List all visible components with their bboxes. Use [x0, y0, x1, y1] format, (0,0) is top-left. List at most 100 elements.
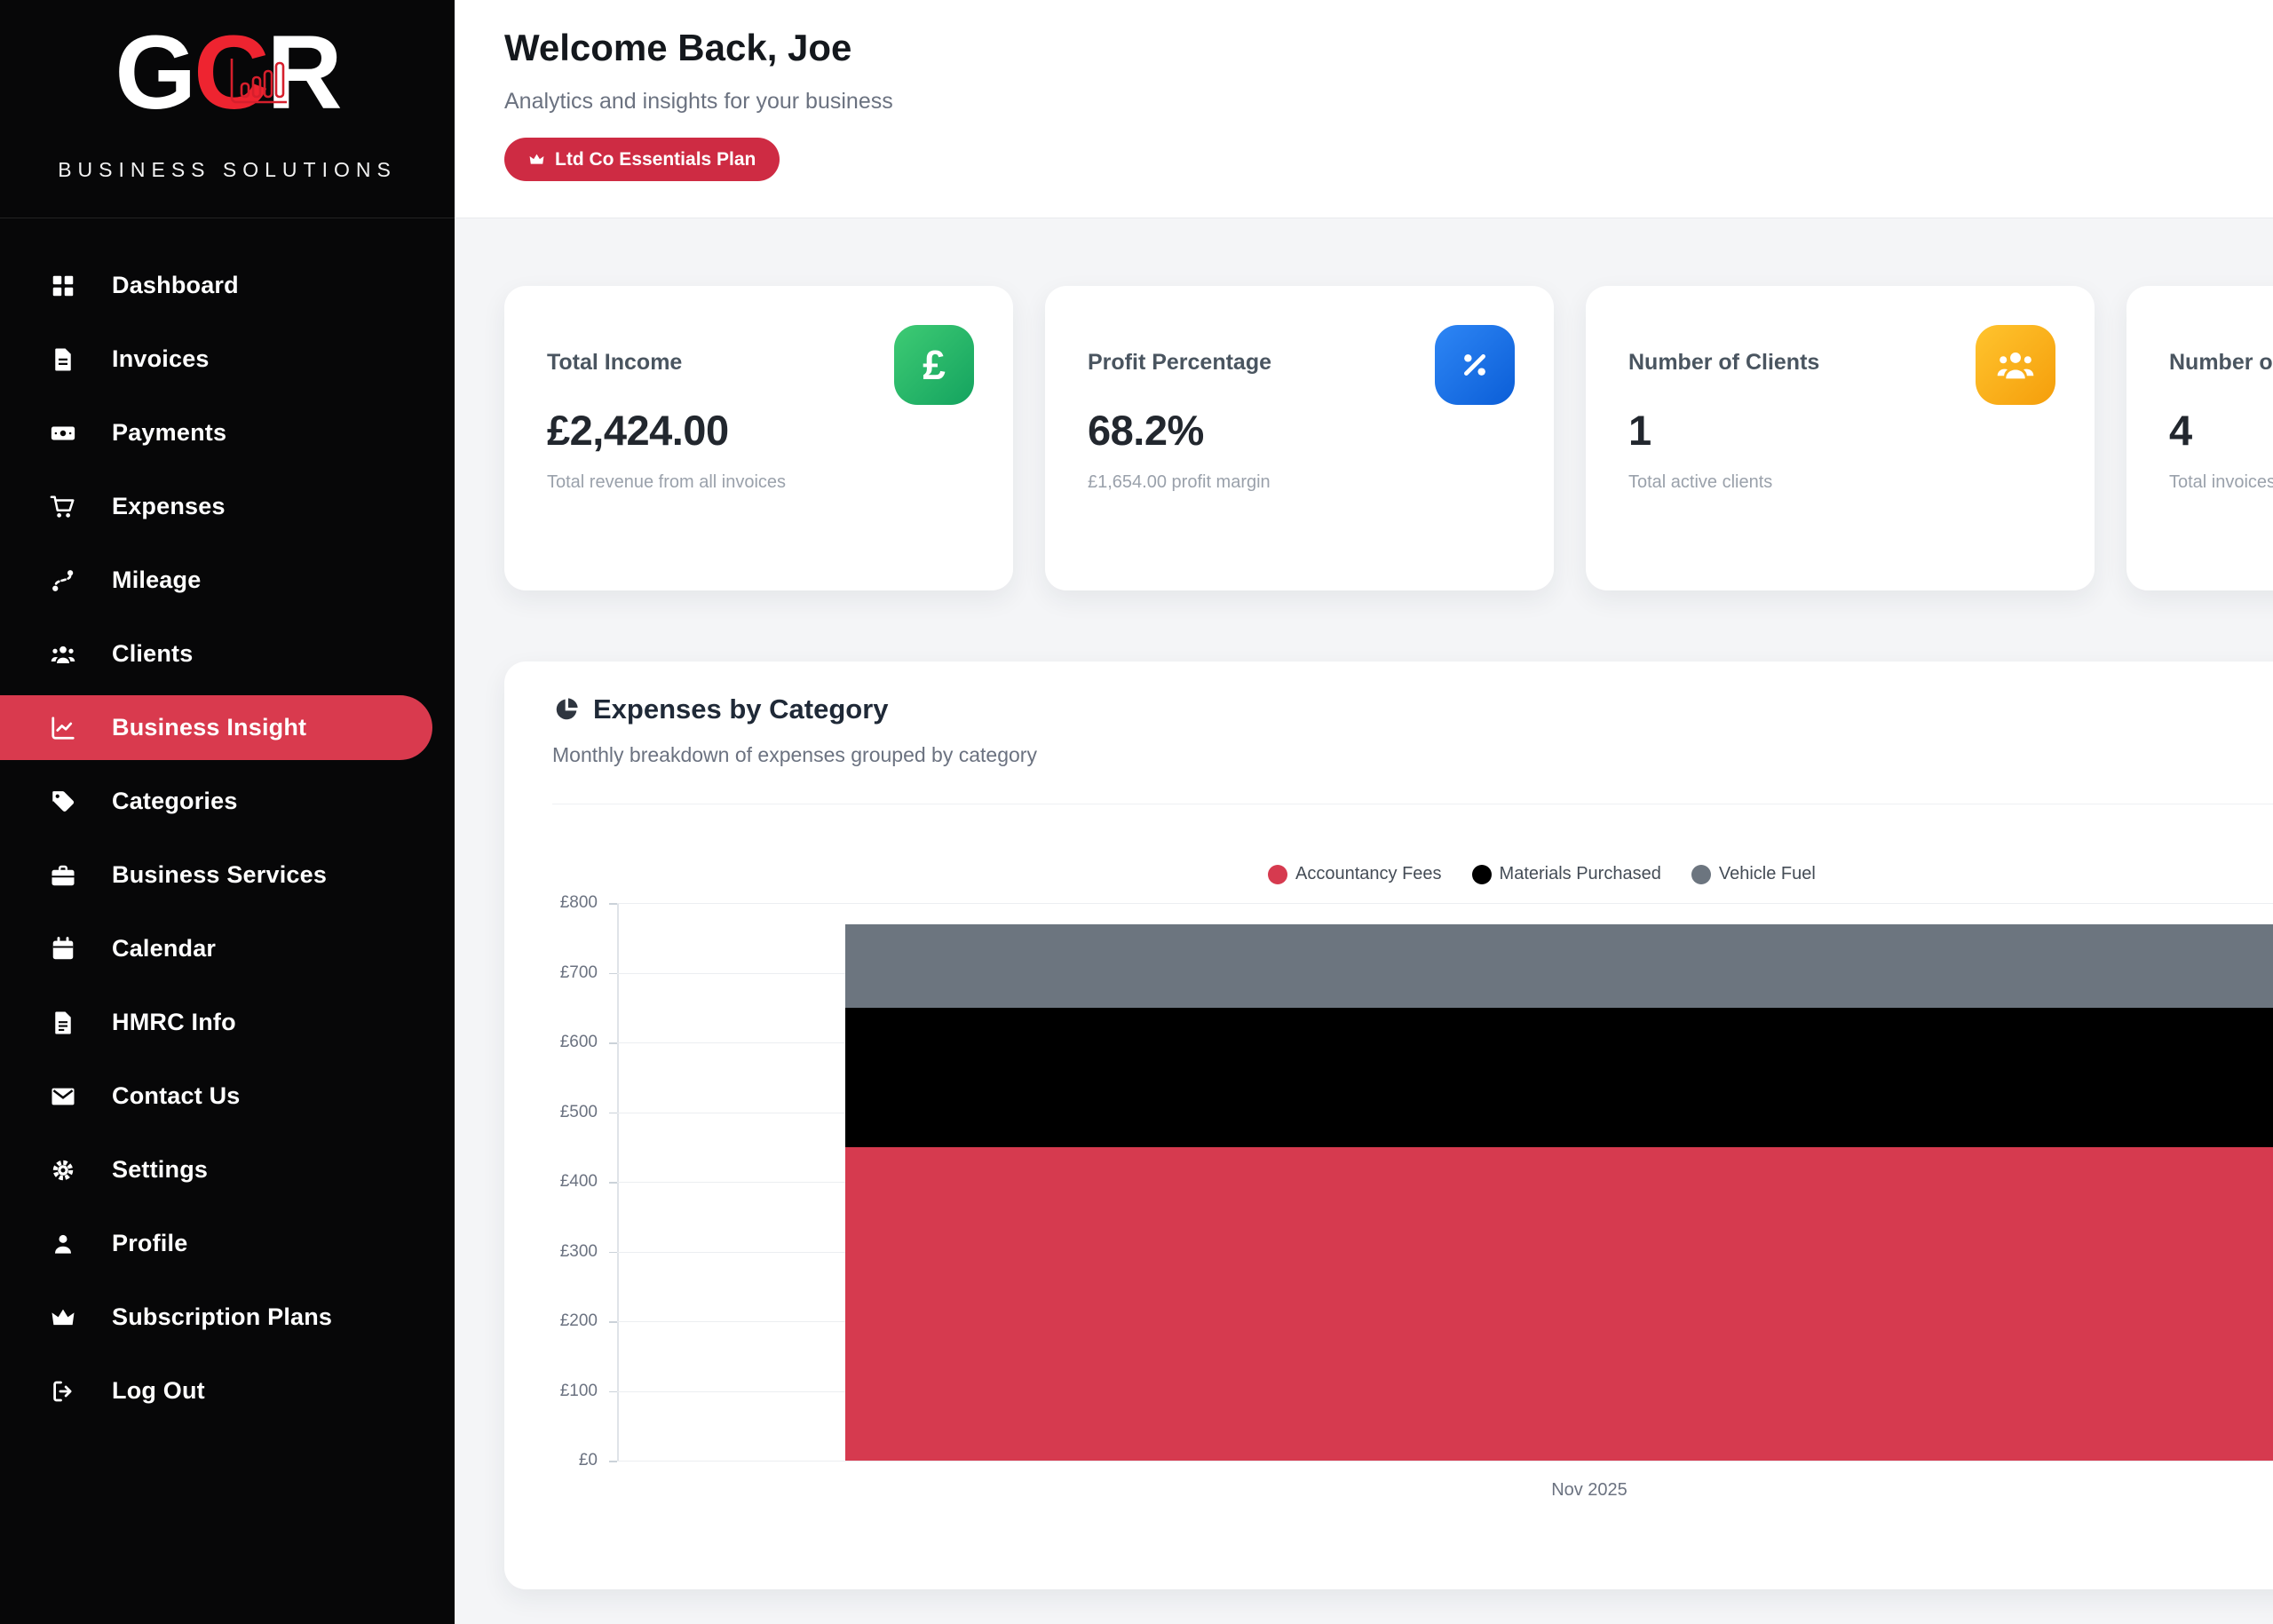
legend-item-accountancy-fees[interactable]: Accountancy Fees	[1268, 864, 1442, 884]
sidebar-item-label: Clients	[112, 640, 194, 667]
stacked-bar-nov-2025	[845, 903, 2273, 1461]
y-tick	[609, 972, 617, 974]
mail-icon	[51, 1088, 75, 1105]
sidebar-item-hmrc-info[interactable]: HMRC Info	[0, 986, 455, 1059]
page-title: Welcome Back, Joe	[504, 27, 852, 68]
people-icon	[51, 646, 75, 663]
chart-line-icon	[50, 715, 76, 741]
active-pill	[0, 695, 432, 760]
sidebar-item-label: Payments	[112, 419, 227, 446]
stat-value: £2,424.00	[547, 407, 729, 454]
stat-card-profit-percentage: Profit Percentage 68.2% £1,654.00 profit m…	[1045, 286, 1554, 590]
legend-label: Materials Purchased	[1499, 864, 1661, 883]
sidebar-item-settings[interactable]: Settings	[0, 1133, 455, 1207]
chart-line-icon	[51, 716, 75, 740]
legend-item-materials-purchased[interactable]: Materials Purchased	[1471, 864, 1661, 884]
gridline	[617, 903, 2273, 904]
stat-card-number-of-invoices: Number of Invoices 4 Total invoices	[2126, 286, 2273, 590]
y-tick	[609, 1182, 617, 1184]
y-tick-label: £300	[559, 1241, 598, 1261]
y-tick-label: £400	[559, 1172, 598, 1191]
calendar-icon	[50, 936, 76, 963]
mail-icon	[50, 1083, 76, 1110]
invoice-icon	[50, 346, 76, 373]
banknote-icon	[50, 420, 76, 447]
y-tick-label: £0	[578, 1451, 598, 1470]
plan-badge[interactable]: Ltd Co Essentials Plan	[504, 138, 780, 181]
y-tick-label: £500	[559, 1102, 598, 1121]
legend-item-vehicle-fuel[interactable]: Vehicle Fuel	[1691, 864, 1816, 884]
tag-icon	[52, 790, 75, 812]
y-tick-label: £200	[559, 1311, 598, 1330]
page-subtitle: Analytics and insights for your business	[504, 89, 893, 114]
y-tick-label: £700	[559, 963, 598, 982]
sidebar: GC R BUSINESS SOLUTIONS Dashboard Invoices…	[0, 0, 455, 1624]
briefcase-icon	[50, 862, 76, 889]
sidebar-item-label: Categories	[112, 788, 238, 814]
chart-legend: Accountancy Fees Materials Purchased Vehic…	[1268, 864, 1816, 884]
sidebar-item-profile[interactable]: Profile	[0, 1207, 455, 1280]
tag-icon	[50, 788, 76, 815]
sidebar-item-business-services[interactable]: Business Services	[0, 838, 455, 912]
sidebar-item-expenses[interactable]: Expenses	[0, 470, 455, 543]
banknote-icon	[51, 426, 75, 440]
gear-icon	[50, 1157, 76, 1184]
route-icon	[50, 567, 76, 594]
y-tick	[609, 1321, 617, 1323]
logo-letter-g: G	[115, 14, 196, 131]
y-tick	[609, 1390, 617, 1392]
y-tick	[609, 1461, 617, 1462]
sidebar-item-calendar[interactable]: Calendar	[0, 912, 455, 986]
x-axis-label: Nov 2025	[1551, 1480, 1628, 1500]
sidebar-item-log-out[interactable]: Log Out	[0, 1354, 455, 1428]
logo-text: GC R	[0, 14, 455, 131]
legend-dot	[1268, 864, 1287, 884]
chart-plot-area: £0 £100 £200 £300 £400 £500 £600 £700 £800 Nov 20…	[560, 893, 2273, 1500]
sidebar-item-mileage[interactable]: Mileage	[0, 543, 455, 617]
sidebar-item-label: Invoices	[112, 345, 210, 372]
people-icon-badge	[1976, 325, 2055, 405]
file-text-icon	[55, 1011, 71, 1034]
sidebar-item-label: Log Out	[112, 1377, 205, 1404]
y-tick-label: £100	[559, 1381, 598, 1400]
crown-icon	[50, 1304, 76, 1331]
sidebar-item-categories[interactable]: Categories	[0, 764, 455, 838]
sidebar-item-label: HMRC Info	[112, 1009, 236, 1035]
cart-icon	[50, 495, 75, 518]
bar-segment-materials-purchased	[845, 1007, 2273, 1147]
sidebar-item-payments[interactable]: Payments	[0, 396, 455, 470]
y-tick	[609, 1042, 617, 1044]
bar-segment-vehicle-fuel	[845, 923, 2273, 1008]
sidebar-item-label: Expenses	[112, 493, 226, 519]
logout-icon	[50, 1378, 76, 1405]
stat-subtext: Total active clients	[1628, 472, 1773, 492]
y-tick-label: £800	[559, 893, 598, 912]
sidebar-item-contact-us[interactable]: Contact Us	[0, 1059, 455, 1133]
sidebar-item-subscription-plans[interactable]: Subscription Plans	[0, 1280, 455, 1354]
dashboard-icon	[50, 273, 76, 299]
gridline	[617, 1461, 2273, 1462]
sidebar-item-dashboard[interactable]: Dashboard	[0, 249, 455, 322]
people-icon	[1997, 353, 2034, 379]
gear-icon	[52, 1160, 74, 1180]
sidebar-item-invoices[interactable]: Invoices	[0, 322, 455, 396]
sidebar-item-clients[interactable]: Clients	[0, 617, 455, 691]
briefcase-icon	[51, 865, 75, 885]
sidebar-item-label: Settings	[112, 1156, 209, 1183]
stat-subtext: Total revenue from all invoices	[547, 472, 787, 492]
sidebar-item-business-insight[interactable]: Business Insight	[0, 691, 455, 764]
legend-label: Accountancy Fees	[1295, 864, 1442, 883]
chart-title-row: Expenses by Category	[552, 693, 889, 725]
stat-label: Number of Invoices	[2169, 350, 2273, 375]
invoice-icon	[55, 348, 71, 370]
logo: GC R BUSINESS SOLUTIONS	[0, 0, 455, 218]
pound-icon-badge: £	[894, 325, 974, 405]
crown-icon	[529, 154, 544, 164]
file-text-icon	[50, 1010, 76, 1036]
stat-value: 1	[1628, 407, 1651, 454]
people-icon	[50, 641, 76, 668]
page-header: Welcome Back, Joe Analytics and insights…	[455, 0, 2273, 218]
cart-icon	[50, 494, 76, 520]
legend-dot	[1691, 864, 1711, 884]
